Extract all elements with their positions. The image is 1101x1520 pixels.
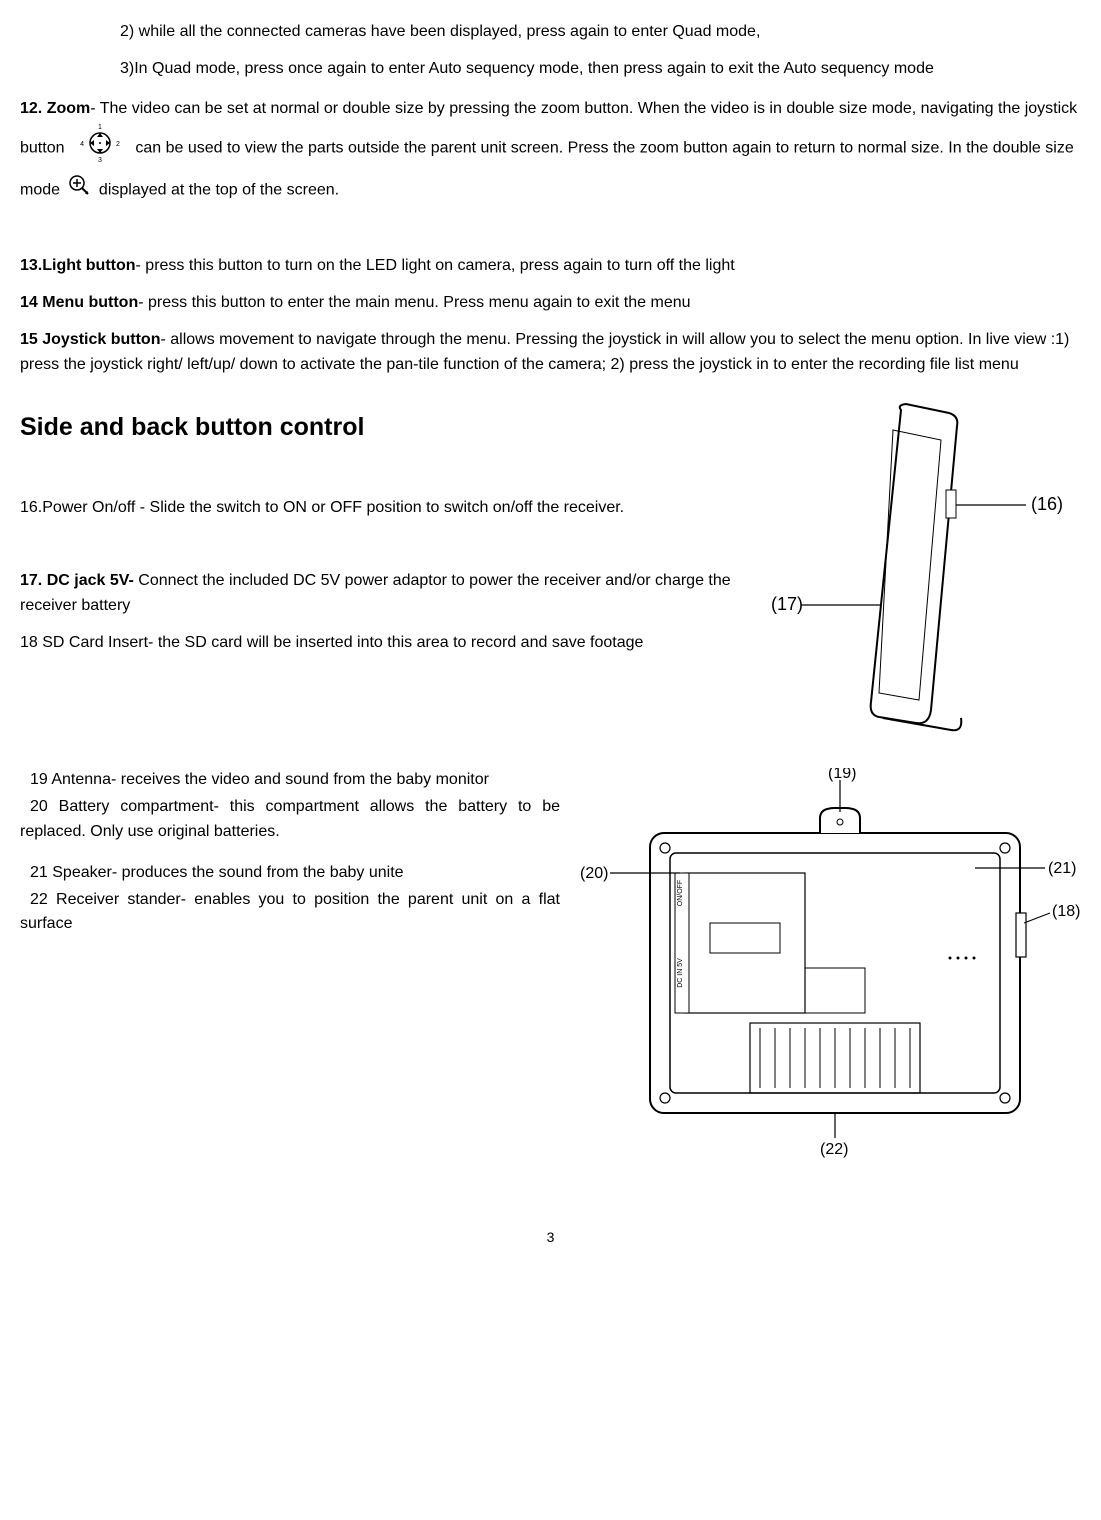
step-3-text: 3)In Quad mode, press once again to ente… bbox=[120, 57, 1081, 82]
label-16: (16) bbox=[1031, 494, 1063, 514]
item-14-label: 14 Menu button bbox=[20, 294, 138, 311]
item-15-label: 15 Joystick button bbox=[20, 331, 160, 348]
item-16: 16.Power On/off - Slide the switch to ON… bbox=[20, 496, 751, 521]
label-19: (19) bbox=[828, 768, 856, 782]
item-19: 19 Antenna- receives the video and sound… bbox=[20, 768, 560, 793]
item-17-label: 17. DC jack 5V- bbox=[20, 572, 138, 589]
item-22: 22 Receiver stander- enables you to posi… bbox=[20, 888, 560, 938]
back-view-section: 19 Antenna- receives the video and sound… bbox=[20, 768, 1081, 1167]
item-21: 21 Speaker- produces the sound from the … bbox=[20, 861, 560, 886]
joystick-num-4: 4 bbox=[80, 141, 84, 148]
item-15: 15 Joystick button- allows movement to n… bbox=[20, 328, 1081, 378]
item-13-label: 13.Light button bbox=[20, 257, 136, 274]
item-15-text: - allows movement to navigate through th… bbox=[20, 331, 1069, 373]
item-12-label: 12. Zoom bbox=[20, 100, 90, 117]
page-number: 3 bbox=[20, 1227, 1081, 1249]
joystick-icon: 1 2 3 4 bbox=[75, 123, 125, 174]
section-heading: Side and back button control bbox=[20, 408, 751, 447]
item-12-text-c: displayed at the top of the screen. bbox=[99, 181, 339, 198]
label-22: (22) bbox=[820, 1141, 848, 1158]
zoom-icon bbox=[68, 174, 90, 207]
back-view-figure: ON/OFF DC IN 5V (19) (20) bbox=[580, 768, 1080, 1167]
label-21: (21) bbox=[1048, 860, 1076, 877]
item-12: 12. Zoom- The video can be set at normal… bbox=[20, 94, 1081, 207]
joystick-num-2: 2 bbox=[116, 141, 120, 148]
item-14: 14 Menu button- press this button to ent… bbox=[20, 291, 1081, 316]
item-17: 17. DC jack 5V- Connect the included DC … bbox=[20, 569, 751, 619]
label-17: (17) bbox=[771, 594, 803, 614]
item-13: 13.Light button- press this button to tu… bbox=[20, 254, 1081, 279]
joystick-num-3: 3 bbox=[98, 157, 102, 163]
svg-text:DC IN 5V: DC IN 5V bbox=[677, 958, 684, 988]
side-view-figure: (16) (17) bbox=[771, 390, 1081, 759]
item-18: 18 SD Card Insert- the SD card will be i… bbox=[20, 631, 751, 656]
step-2-text: 2) while all the connected cameras have … bbox=[120, 20, 1081, 45]
side-back-section: Side and back button control 16.Power On… bbox=[20, 390, 1081, 759]
label-20: (20) bbox=[580, 865, 608, 882]
svg-text:ON/OFF: ON/OFF bbox=[677, 880, 684, 906]
item-13-text: - press this button to turn on the LED l… bbox=[136, 257, 735, 274]
item-14-text: - press this button to enter the main me… bbox=[138, 294, 690, 311]
item-20: 20 Battery compartment- this compartment… bbox=[20, 795, 560, 845]
label-18: (18) bbox=[1052, 903, 1080, 920]
joystick-num-1: 1 bbox=[98, 124, 102, 131]
